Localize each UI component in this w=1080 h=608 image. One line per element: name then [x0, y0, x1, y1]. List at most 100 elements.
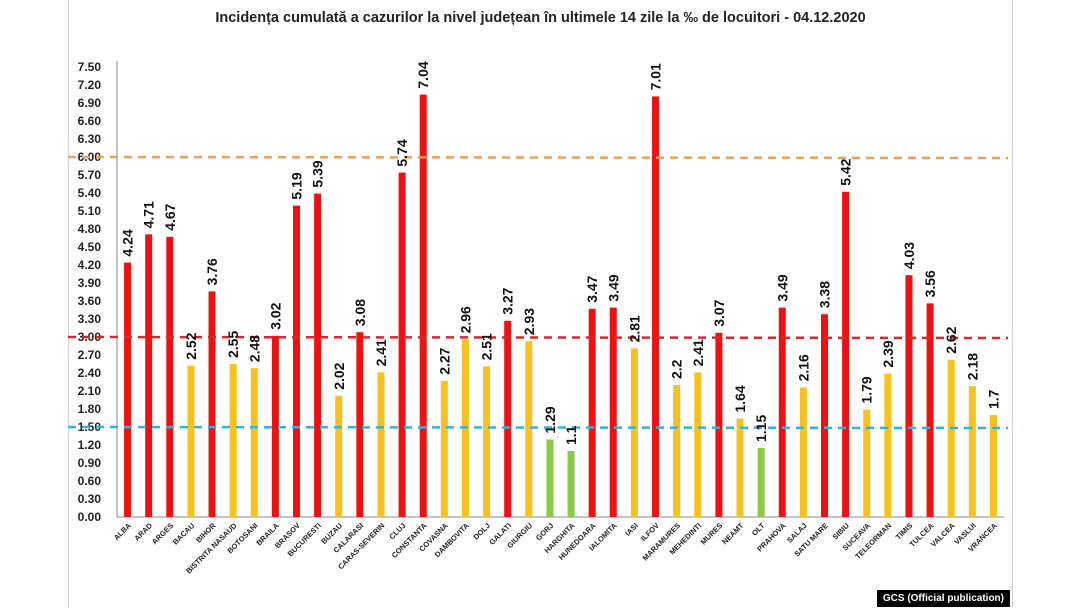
- data-label: 2.62: [943, 326, 959, 353]
- data-label: 2.39: [880, 340, 896, 367]
- x-tick-label: ARGES: [150, 521, 175, 546]
- data-label: 7.04: [415, 61, 431, 88]
- data-label: 2.18: [964, 353, 980, 380]
- y-tick-label: 6.30: [78, 132, 102, 146]
- x-tick-label: ALBA: [112, 521, 134, 543]
- x-tick-label: OLT: [750, 521, 767, 538]
- data-label: 2.2: [669, 359, 685, 379]
- data-label: 3.07: [711, 299, 727, 326]
- bar: [356, 332, 364, 517]
- data-label: 2.52: [183, 332, 199, 359]
- data-label: 1.1: [563, 425, 579, 445]
- bar: [863, 409, 871, 517]
- y-tick-label: 0.00: [78, 510, 102, 524]
- threshold-line: [67, 425, 1009, 430]
- bar: [884, 373, 892, 517]
- y-tick-label: 3.60: [78, 294, 102, 308]
- bar: [335, 395, 343, 517]
- bar: [968, 386, 976, 517]
- threshold-line: [67, 335, 1009, 340]
- bar: [567, 451, 575, 517]
- data-label: 3.76: [204, 258, 220, 285]
- y-tick-label: 6.60: [78, 114, 102, 128]
- data-label: 1.29: [542, 406, 558, 433]
- data-label: 1.7: [985, 389, 1001, 409]
- bar: [652, 96, 660, 518]
- bar: [504, 320, 512, 517]
- data-label: 2.96: [457, 306, 473, 333]
- y-tick-label: 3.30: [78, 312, 102, 326]
- y-tick-label: 0.30: [78, 492, 102, 506]
- data-label: 5.74: [394, 139, 410, 166]
- y-tick-label: 1.80: [78, 402, 102, 416]
- bar: [145, 234, 153, 517]
- data-label: 4.24: [120, 229, 136, 256]
- chart-frame: [68, 0, 1013, 608]
- data-label: 1.15: [753, 415, 769, 442]
- y-tick-label: 1.20: [78, 438, 102, 452]
- bar: [250, 368, 258, 517]
- bar: [525, 341, 533, 517]
- bar: [271, 335, 279, 517]
- data-label: 2.93: [521, 308, 537, 335]
- data-label: 3.47: [584, 275, 600, 302]
- y-tick-label: 2.10: [78, 384, 102, 398]
- data-label: 1.79: [859, 376, 875, 403]
- x-tick-label: VALCEA: [929, 521, 957, 549]
- y-tick-label: 4.20: [78, 258, 102, 272]
- bar: [842, 191, 850, 518]
- data-label: 5.39: [310, 160, 326, 187]
- bar: [820, 314, 828, 517]
- data-label: 3.08: [352, 299, 368, 326]
- bar: [673, 385, 681, 517]
- y-tick-label: 4.50: [78, 240, 102, 254]
- data-label: 3.49: [774, 274, 790, 301]
- data-label: 2.41: [373, 339, 389, 366]
- data-label: 2.02: [331, 362, 347, 389]
- bar: [905, 275, 913, 517]
- y-tick-label: 5.10: [78, 204, 102, 218]
- bar: [947, 359, 955, 517]
- bar: [546, 439, 554, 517]
- bar: [609, 307, 617, 517]
- data-label: 3.27: [500, 287, 516, 314]
- data-label: 5.42: [838, 158, 854, 185]
- bar: [398, 172, 406, 517]
- y-tick-label: 5.40: [78, 186, 102, 200]
- y-tick-label: 7.50: [78, 60, 102, 74]
- bar: [440, 380, 448, 517]
- bar: [989, 415, 997, 517]
- data-label: 3.38: [816, 281, 832, 308]
- bar: [694, 372, 702, 517]
- data-label: 2.51: [479, 333, 495, 360]
- data-label: 2.48: [246, 335, 262, 362]
- credit-badge: GCS (Official publication): [876, 590, 1010, 607]
- x-tick-label: IASI: [623, 521, 640, 538]
- data-label: 3.49: [605, 274, 621, 301]
- bar: [630, 348, 638, 517]
- data-label: 4.67: [162, 203, 178, 230]
- data-label: 2.55: [225, 331, 241, 358]
- bar: [757, 448, 765, 517]
- y-tick-label: 2.40: [78, 366, 102, 380]
- bar: [166, 236, 174, 518]
- y-tick-label: 0.60: [78, 474, 102, 488]
- data-label: 3.56: [922, 270, 938, 297]
- data-label: 2.16: [795, 354, 811, 381]
- bar: [377, 372, 385, 517]
- y-tick-label: 6.90: [78, 96, 102, 110]
- bar: [187, 365, 195, 517]
- bar: [208, 291, 216, 517]
- data-label: 1.64: [732, 385, 748, 412]
- bar: [715, 332, 723, 517]
- data-label: 5.19: [289, 172, 305, 199]
- y-tick-label: 5.70: [78, 168, 102, 182]
- y-tick-label: 0.90: [78, 456, 102, 470]
- data-label: 2.41: [690, 339, 706, 366]
- y-tick-label: 2.70: [78, 348, 102, 362]
- bar: [736, 418, 744, 517]
- chart-title: Incidența cumulată a cazurilor la nivel …: [215, 10, 866, 26]
- bar: [778, 307, 786, 517]
- data-label: 4.71: [141, 201, 157, 228]
